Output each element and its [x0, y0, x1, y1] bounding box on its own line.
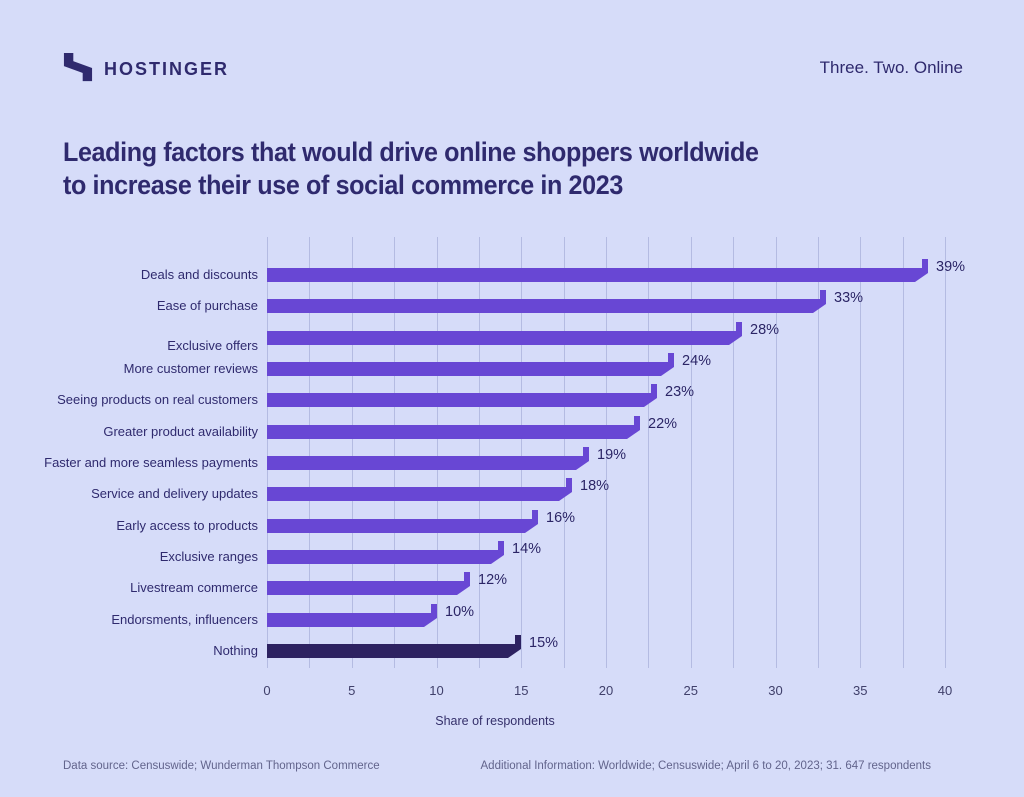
x-tick-label: 5: [348, 683, 356, 698]
hostinger-logo-icon: [63, 52, 93, 82]
bar: [267, 290, 826, 314]
value-label: 19%: [597, 446, 627, 463]
bar: [267, 321, 742, 345]
gridline: [563, 237, 565, 668]
gridline: [521, 237, 523, 668]
value-label: 10%: [445, 603, 475, 620]
value-label: 15%: [529, 634, 559, 651]
x-tick-label: 40: [937, 683, 953, 698]
bar: [267, 446, 589, 470]
gridline: [436, 237, 438, 668]
chart-title-line1: Leading factors that would drive online …: [63, 137, 759, 167]
category-label: Endorsments, influencers: [111, 611, 258, 627]
category-label: Greater product availability: [103, 423, 258, 439]
chart-title-line2: to increase their use of social commerce…: [63, 170, 623, 200]
category-label: Faster and more seamless payments: [44, 454, 258, 470]
gridline: [690, 237, 692, 668]
gridline: [606, 237, 607, 668]
bar: [267, 572, 470, 596]
category-label: Service and delivery updates: [91, 486, 258, 502]
value-label: 16%: [546, 509, 576, 526]
data-source-note: Data source: Censuswide; Wunderman Thomp…: [63, 760, 380, 772]
gridline: [351, 237, 353, 668]
gridline: [733, 237, 735, 668]
x-tick-label: 15: [514, 683, 529, 698]
bar: [267, 384, 657, 408]
value-label: 22%: [648, 415, 678, 432]
x-axis-title: Share of respondents: [435, 714, 555, 728]
gridline: [817, 237, 819, 668]
x-tick-label: 35: [853, 683, 868, 698]
bar: [267, 509, 538, 533]
category-label: Seeing products on real customers: [57, 392, 258, 408]
value-label: 39%: [936, 259, 966, 275]
bar: [267, 540, 504, 564]
value-label: 28%: [750, 321, 780, 338]
brand-wordmark: HOSTINGER: [104, 59, 230, 79]
value-label: 12%: [478, 572, 508, 589]
value-label: 23%: [665, 384, 695, 401]
bar: [267, 634, 521, 658]
x-tick-label: 0: [263, 683, 271, 698]
x-tick-label: 25: [683, 683, 698, 698]
bar: [267, 259, 928, 282]
category-label: Early access to products: [116, 517, 258, 533]
gridline: [478, 237, 480, 668]
value-label: 14%: [512, 540, 542, 557]
value-label: 33%: [834, 290, 864, 307]
category-label: Ease of purchase: [156, 298, 258, 314]
value-label: 18%: [580, 478, 610, 495]
bar: [267, 478, 572, 502]
gridline: [394, 237, 396, 668]
x-tick-label: 10: [429, 683, 444, 698]
gridline: [309, 237, 311, 668]
category-label: Nothing: [213, 642, 258, 658]
bar: [267, 415, 640, 439]
value-label: 24%: [682, 352, 712, 369]
chart-title: Leading factors that would drive online …: [63, 136, 759, 202]
category-label: Exclusive ranges: [159, 548, 258, 564]
brand-tagline: Three. Two. Online: [819, 58, 963, 77]
bar: [267, 603, 437, 627]
bar: [267, 352, 674, 376]
gridline: [902, 237, 904, 668]
additional-info-note: Additional Information: Worldwide; Censu…: [480, 760, 931, 772]
gridline: [945, 237, 946, 668]
gridline: [267, 237, 268, 668]
category-label: Deals and discounts: [140, 267, 258, 282]
gridline: [648, 237, 650, 668]
x-tick-label: 30: [768, 683, 783, 698]
category-label: More customer reviews: [123, 360, 258, 376]
category-label: Livestream commerce: [130, 580, 258, 596]
gridline: [775, 237, 777, 668]
x-tick-label: 20: [598, 683, 614, 698]
gridline: [860, 237, 862, 668]
category-label: Exclusive offers: [167, 337, 258, 353]
